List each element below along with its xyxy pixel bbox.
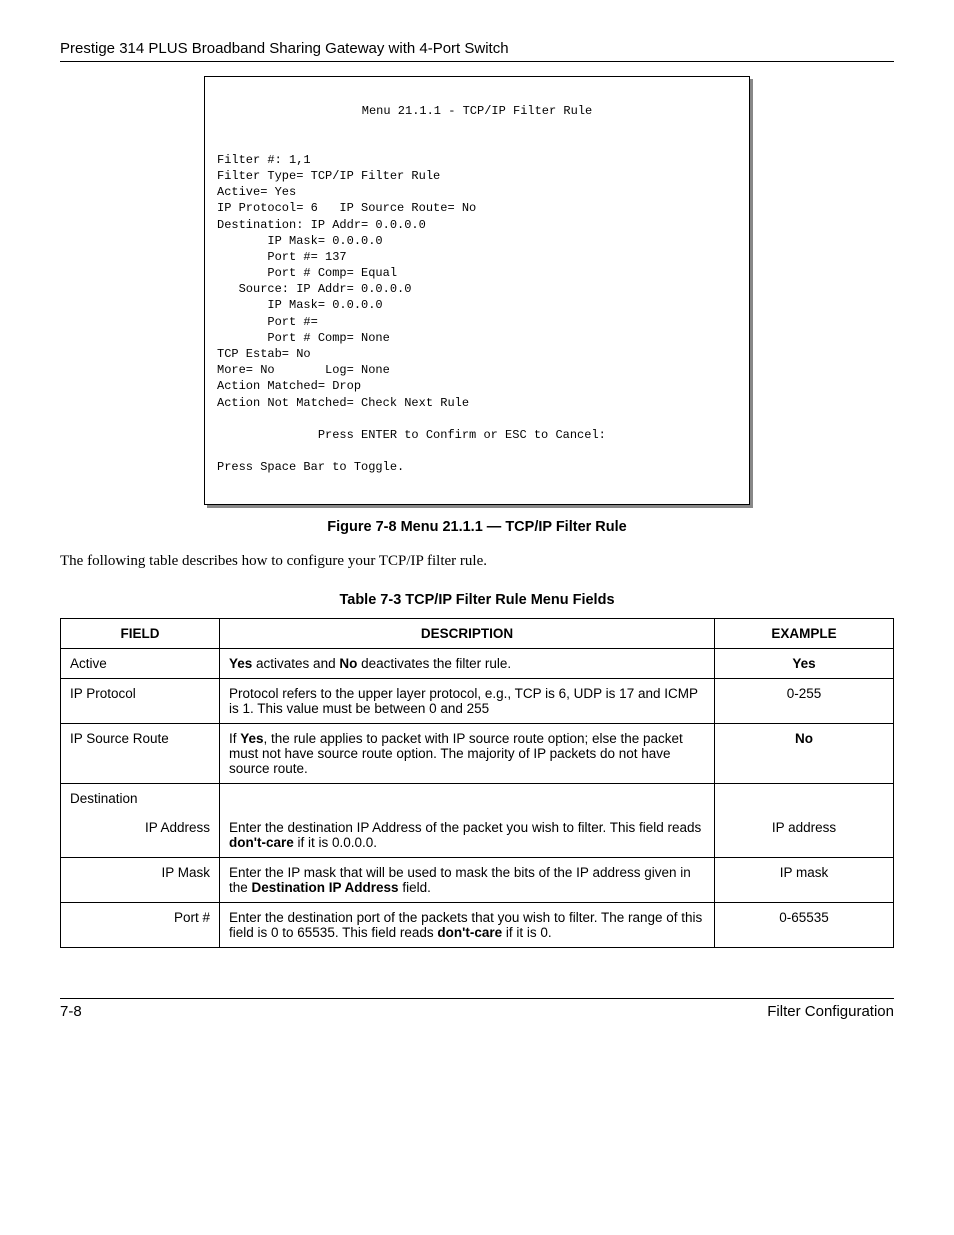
terminal-screen: Menu 21.1.1 - TCP/IP Filter Rule Filter …	[204, 76, 750, 505]
footer-rule	[60, 998, 894, 999]
description-cell: Enter the destination IP Address of the …	[220, 813, 715, 858]
field-cell: Destination	[61, 783, 220, 813]
example-cell: No	[715, 723, 894, 783]
field-cell: IP Mask	[61, 857, 220, 902]
table-row: ActiveYes activates and No deactivates t…	[61, 648, 894, 678]
example-cell: 0-255	[715, 678, 894, 723]
table-row: IP Source RouteIf Yes, the rule applies …	[61, 723, 894, 783]
table-row: IP ProtocolProtocol refers to the upper …	[61, 678, 894, 723]
terminal-title: Menu 21.1.1 - TCP/IP Filter Rule	[217, 103, 737, 119]
description-cell: If Yes, the rule applies to packet with …	[220, 723, 715, 783]
description-cell: Enter the destination port of the packet…	[220, 902, 715, 947]
doc-header: Prestige 314 PLUS Broadband Sharing Gate…	[60, 40, 894, 57]
description-cell: Protocol refers to the upper layer proto…	[220, 678, 715, 723]
example-cell: Yes	[715, 648, 894, 678]
terminal-body: Filter #: 1,1 Filter Type= TCP/IP Filter…	[217, 136, 737, 444]
col-header-field: FIELD	[61, 618, 220, 648]
intro-paragraph: The following table describes how to con…	[60, 553, 894, 570]
col-header-description: DESCRIPTION	[220, 618, 715, 648]
field-cell: Active	[61, 648, 220, 678]
example-cell: 0-65535	[715, 902, 894, 947]
col-header-example: EXAMPLE	[715, 618, 894, 648]
description-cell: Enter the IP mask that will be used to m…	[220, 857, 715, 902]
fields-table: FIELD DESCRIPTION EXAMPLE ActiveYes acti…	[60, 618, 894, 948]
footer-page-number: 7-8	[60, 1003, 82, 1020]
page-footer: 7-8 Filter Configuration	[60, 1003, 894, 1020]
table-row: IP MaskEnter the IP mask that will be us…	[61, 857, 894, 902]
example-cell: IP address	[715, 813, 894, 858]
example-cell: IP mask	[715, 857, 894, 902]
footer-section: Filter Configuration	[767, 1003, 894, 1020]
field-cell: IP Protocol	[61, 678, 220, 723]
table-row: IP AddressEnter the destination IP Addre…	[61, 813, 894, 858]
field-cell: Port #	[61, 902, 220, 947]
field-cell: IP Address	[61, 813, 220, 858]
table-header-row: FIELD DESCRIPTION EXAMPLE	[61, 618, 894, 648]
example-cell	[715, 783, 894, 813]
table-row: Destination	[61, 783, 894, 813]
terminal-footer: Press Space Bar to Toggle.	[217, 459, 737, 475]
description-cell: Yes activates and No deactivates the fil…	[220, 648, 715, 678]
field-cell: IP Source Route	[61, 723, 220, 783]
figure-caption: Figure 7-8 Menu 21.1.1 — TCP/IP Filter R…	[60, 519, 894, 535]
table-row: Port #Enter the destination port of the …	[61, 902, 894, 947]
description-cell	[220, 783, 715, 813]
header-rule	[60, 61, 894, 62]
table-caption: Table 7-3 TCP/IP Filter Rule Menu Fields	[60, 592, 894, 608]
